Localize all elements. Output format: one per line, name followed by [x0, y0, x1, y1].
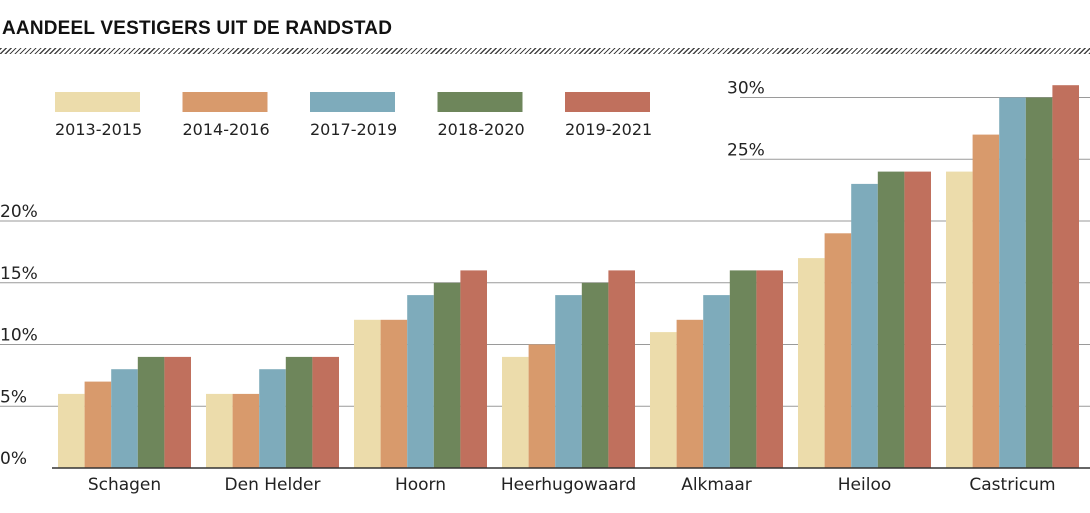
legend-label: 2017-2019: [310, 120, 397, 139]
bar: [58, 393, 85, 468]
bar: [259, 369, 286, 468]
bar: [164, 356, 191, 468]
bar: [312, 356, 339, 468]
bar: [581, 282, 609, 469]
category-label: Schagen: [88, 475, 161, 495]
legend-swatch: [310, 92, 395, 112]
bar: [904, 171, 931, 468]
bar: [433, 282, 461, 469]
legend-swatch: [437, 92, 523, 112]
legend-swatch: [565, 92, 650, 112]
y-tick-label: 0%: [0, 449, 27, 469]
legend-label: 2019-2021: [565, 120, 652, 139]
bars: [58, 85, 1079, 469]
bar: [756, 270, 783, 468]
bar: [285, 356, 313, 468]
bar: [999, 97, 1026, 468]
legend-label: 2014-2016: [183, 120, 270, 139]
bar: [851, 183, 878, 468]
bar: [608, 270, 635, 468]
chart-title: AANDEEL VESTIGERS UIT DE RANDSTAD: [2, 18, 393, 39]
bar: [380, 319, 408, 468]
legend-label: 2018-2020: [438, 120, 525, 139]
bar: [137, 356, 165, 468]
bar: [824, 233, 852, 468]
bar: [407, 295, 434, 468]
bar: [1025, 97, 1053, 468]
bar: [1052, 85, 1079, 468]
bar: [650, 332, 677, 468]
legend-label: 2013-2015: [55, 120, 142, 139]
bar: [84, 381, 112, 469]
category-label: Heerhugowaard: [501, 475, 636, 495]
y-tick-label: 20%: [0, 202, 38, 222]
bar: [111, 369, 138, 468]
category-label: Den Helder: [225, 475, 321, 495]
bar: [528, 344, 556, 468]
bar: [798, 258, 825, 468]
bar: [502, 356, 529, 468]
bar: [206, 393, 233, 468]
bar: [877, 171, 905, 468]
legend: 2013-2015 2014-2016 2017-2019 2018-2020 2019…: [55, 92, 652, 139]
bar: [676, 319, 704, 468]
y-axis-labels: 0% 5% 10% 15% 20% 25% 30%: [0, 79, 765, 470]
bar: [729, 270, 757, 468]
bar: [555, 295, 582, 468]
y-tick-label: 30%: [727, 79, 765, 99]
legend-swatch: [182, 92, 268, 112]
category-labels: Schagen Den Helder Hoorn Heerhugowaard Alkma…: [88, 475, 1056, 495]
bar: [946, 171, 973, 468]
category-label: Castricum: [969, 475, 1055, 495]
y-tick-label: 25%: [727, 140, 765, 160]
bar: [354, 319, 381, 468]
bar: [703, 295, 730, 468]
category-label: Alkmaar: [681, 475, 752, 495]
legend-swatch: [55, 92, 140, 112]
category-label: Heiloo: [838, 475, 892, 495]
y-tick-label: 10%: [0, 326, 38, 346]
bar: [232, 393, 260, 468]
category-label: Hoorn: [395, 475, 446, 495]
bar: [972, 134, 1000, 468]
y-tick-label: 5%: [0, 387, 27, 407]
y-tick-label: 15%: [0, 264, 38, 284]
title-divider: [0, 48, 1090, 54]
bar: [460, 270, 487, 468]
